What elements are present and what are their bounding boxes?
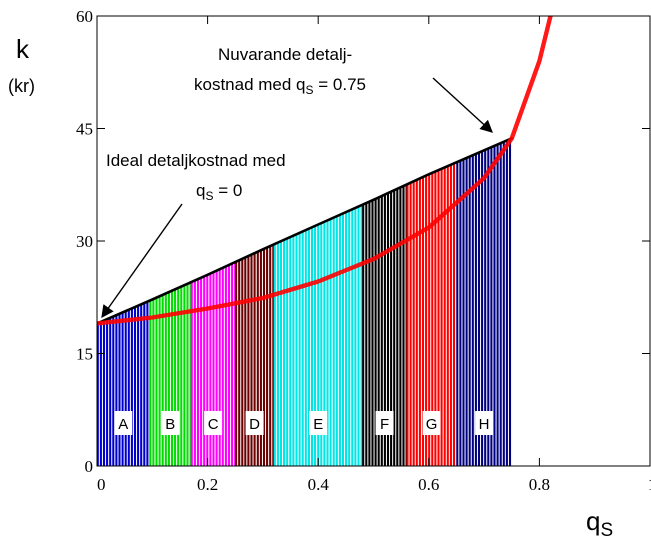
segment-label-d: D [249,416,260,433]
segment-label-box-h [475,411,494,435]
svg-text:kostnad med qS = 0.75: kostnad med qS = 0.75 [194,75,366,97]
x-tick-label: 0.6 [418,475,439,494]
svg-text:qS = 0: qS = 0 [196,181,242,203]
segment-label-b: B [165,416,175,433]
x-tick-label: 0.2 [197,475,218,494]
segment-b [149,282,192,466]
segment-label-box-c [204,411,223,435]
segment-label-box-e [309,411,328,435]
segment-c [190,262,237,466]
y-tick-label: 30 [76,232,93,251]
segment-label-c: C [208,416,219,433]
actual-cost-line [97,137,514,325]
annotation-current: Nuvarande detalj- kostnad med qS = 0.75 [194,45,493,133]
x-tick-label: 0.4 [308,475,330,494]
segment-label-a: A [118,416,128,433]
annotation-ideal-sub: S [205,189,213,203]
segment-label-box-b [161,411,180,435]
axis-ticks: 0 0.2 0.4 0.6 0.8 1 0 15 30 45 60 [76,7,651,494]
annotation-ideal-post: = 0 [213,181,242,200]
annotation-current-post: = 0.75 [314,75,366,94]
y-tick-label: 45 [76,120,93,139]
segment-labels: A B C D E F G H [114,411,494,435]
annotation-current-line2: kostnad med q [194,75,306,94]
segment-label-box-f [375,411,394,435]
segment-label-e: E [313,416,323,433]
cost-lines [97,16,553,326]
x-tick-label: 0 [97,475,106,494]
cost-segments [97,139,512,466]
segment-label-f: F [380,416,389,433]
y-axis-label: k [16,34,30,64]
y-tick-label: 0 [85,457,94,476]
annotation-ideal-line1: Ideal detaljkostnad med [106,151,286,170]
y-axis-unit: (kr) [8,76,35,96]
x-tick-label: 1 [648,475,651,494]
annotation-current-sub: S [306,83,314,97]
segment-label-g: G [426,416,438,433]
ideal-cost-line [97,16,553,326]
segment-e [273,205,363,466]
segment-a [97,301,149,466]
y-tick-label: 60 [76,7,93,26]
annotation-current-arrow [432,77,493,133]
annotation-ideal-line2: q [196,181,205,200]
segment-label-box-d [245,411,264,435]
svg-text:Ideal detaljkostnad med: Ideal detaljkostnad med [106,151,286,170]
annotation-ideal-arrow [101,203,183,319]
segment-label-box-a [114,411,133,435]
svg-text:Nuvarande detalj-: Nuvarande detalj- [218,45,352,64]
x-axis-label: qS [586,506,613,541]
x-axis-label-main: q [586,506,600,536]
segment-label-box-g [422,411,441,435]
segment-label-h: H [479,416,490,433]
annotation-current-line1: Nuvarande detalj- [218,45,352,64]
x-tick-label: 0.8 [529,475,550,494]
y-tick-label: 15 [76,345,93,364]
x-axis-label-sub: S [600,520,613,541]
annotation-ideal: Ideal detaljkostnad med qS = 0 [101,151,286,319]
